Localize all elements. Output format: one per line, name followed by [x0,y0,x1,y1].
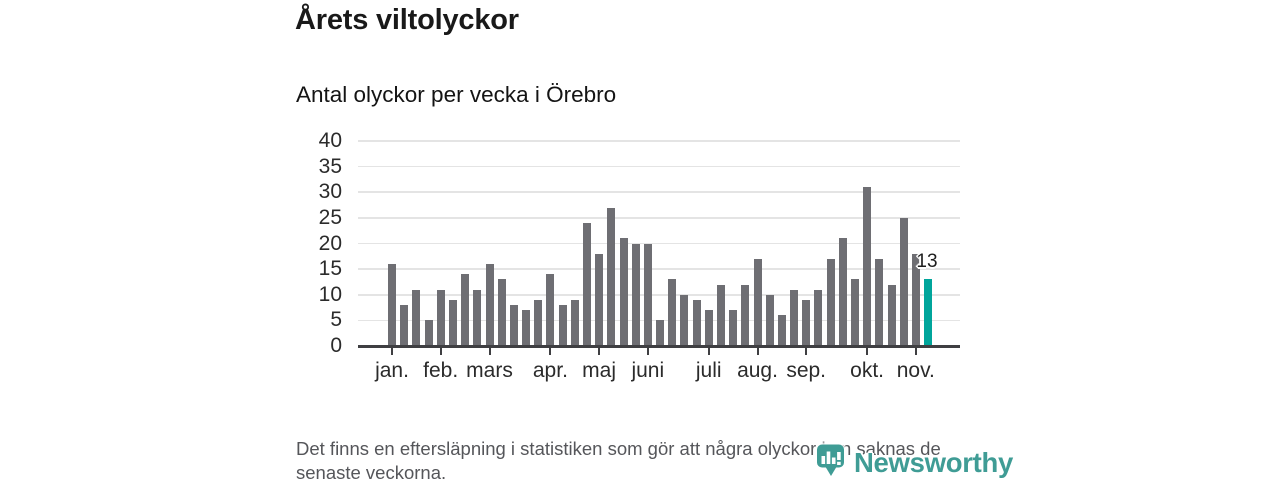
x-axis-month-label: aug. [737,359,778,382]
bar-week [692,299,701,346]
bar-week [546,274,555,347]
bar-week [850,279,859,346]
x-axis-month-label: nov. [896,359,935,382]
x-axis-month-tick [914,347,917,355]
bar-current-week-highlight [924,279,932,346]
x-axis-month-tick [707,347,710,355]
bar-week [802,299,811,346]
y-gridline [358,242,960,245]
y-axis-tick-label: 10 [318,282,342,306]
bar-week [424,320,433,346]
x-axis-month-label: apr. [532,359,568,382]
x-axis-month-tick [866,347,869,355]
bar-week [461,274,470,347]
x-axis-month-tick [756,347,759,355]
y-axis-tick-label: 0 [330,334,342,357]
bar-week [838,238,847,346]
bar-week [777,315,786,347]
x-axis-month-label: jan. [375,359,409,382]
bar-week [704,310,713,346]
bar-week [716,284,725,346]
chart-subtitle: Antal olyckor per vecka i Örebro [296,82,617,107]
bar-week [741,284,750,346]
y-gridline [358,268,960,270]
bar-week [595,253,604,347]
newsworthy-speech-bubble-chart-icon [816,443,847,482]
bar-week [473,289,482,346]
bar-week [497,279,506,346]
bar-week [558,305,567,346]
x-axis-month-tick [646,347,649,355]
bar-week [448,299,457,346]
bar-week [656,320,664,346]
bar-week [729,310,738,346]
bar-week [619,238,628,346]
y-axis-tick-label: 35 [318,154,342,178]
bar-week [388,264,396,346]
bar-week [753,258,762,346]
bar-week [814,289,823,346]
x-axis-month-tick [391,347,393,355]
x-axis-month-label: maj [582,359,617,382]
x-axis-month-label: juni [631,359,665,382]
bar-week [643,243,652,346]
bar-week [668,279,677,346]
y-gridline [358,293,960,296]
x-axis-month-label: mars [466,359,513,382]
y-gridline [358,165,960,168]
y-axis-tick-label: 40 [318,129,342,152]
x-axis-month-label: okt. [850,359,885,382]
bar-week [887,284,896,346]
bar-week [826,258,835,346]
x-axis-line [358,344,960,348]
bar-week [875,258,884,346]
y-gridline [358,319,960,322]
bar-week [899,217,908,346]
bar-week [436,289,445,346]
bar-week [522,310,530,346]
x-axis-month-tick [488,347,491,355]
x-axis-month-tick [805,347,808,355]
latest-value-annotation: 13 [916,251,938,273]
bar-week [631,243,640,346]
x-axis-month-label: sep. [786,359,827,382]
x-axis-month-label: feb. [423,359,459,382]
y-axis-tick-label: 15 [318,257,342,281]
newsworthy-logo-text: Newsworthy [854,446,1013,478]
bar-week [412,289,421,346]
page-title: Årets viltolyckor [295,4,519,36]
bar-week [607,207,616,346]
x-axis-month-tick [549,347,552,355]
bar-week [790,289,798,346]
bar-week [485,264,494,346]
y-gridline [358,140,960,142]
y-gridline [358,217,960,219]
y-axis-tick-label: 20 [318,231,342,255]
bar-week [582,223,591,346]
y-axis-tick-label: 5 [330,308,342,332]
y-gridline [358,191,960,194]
bar-week [570,299,579,346]
bar-week [400,305,409,346]
newsworthy-logo: Newsworthy [816,443,1013,482]
x-axis-month-label: juli [695,359,722,382]
x-axis-month-tick [598,347,601,355]
y-axis-tick-label: 25 [318,205,342,229]
bar-week [534,299,543,346]
bar-week [680,294,689,347]
bar-week [765,294,774,347]
footer-note: Det finns en eftersläpning i statistiken… [296,438,941,483]
bar-week [509,305,518,346]
bar-week [911,253,920,347]
y-axis-tick-label: 30 [318,180,342,204]
bar-week [863,187,872,346]
x-axis-month-tick [439,347,442,355]
